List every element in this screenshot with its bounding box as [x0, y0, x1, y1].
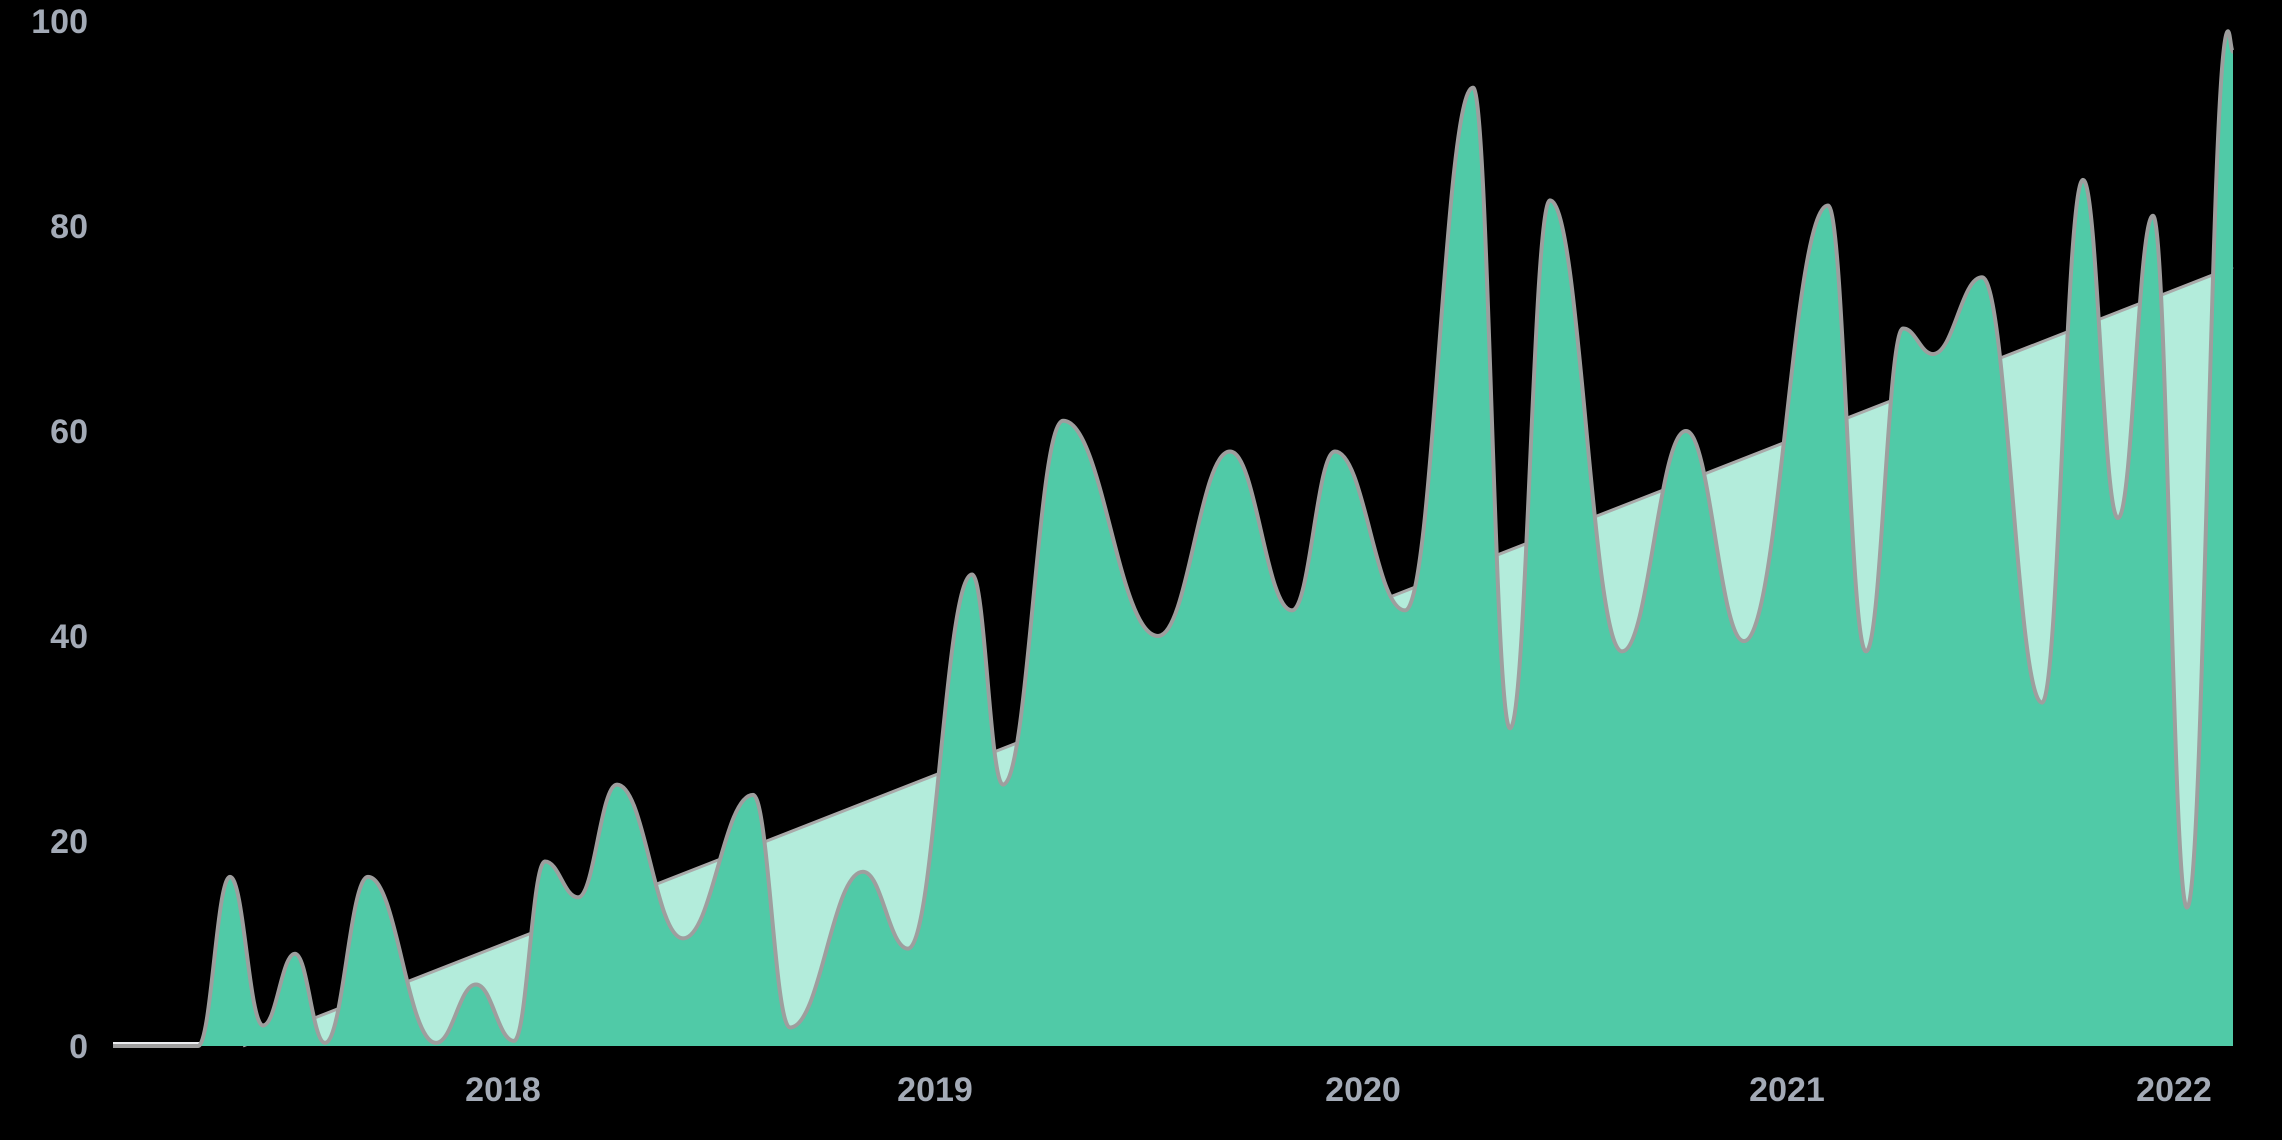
activity-area-edge — [112, 29, 2235, 1049]
activity-area-fill — [113, 31, 2233, 1047]
y-axis-tick-label: 100 — [31, 3, 88, 41]
y-axis-tick-label: 40 — [50, 618, 88, 656]
y-axis-tick-label: 0 — [69, 1028, 88, 1066]
x-axis-tick-label: 2018 — [465, 1071, 541, 1109]
x-axis-tick-label: 2021 — [1749, 1071, 1825, 1109]
y-axis-tick-label: 20 — [50, 823, 88, 861]
y-axis-tick-label: 80 — [50, 208, 88, 246]
x-axis-tick-label: 2022 — [2136, 1071, 2212, 1109]
x-axis-tick-label: 2020 — [1325, 1071, 1401, 1109]
x-axis-labels: 2018 2019 2020 2021 2022 — [465, 1071, 2212, 1109]
x-axis-tick-label: 2019 — [897, 1071, 973, 1109]
y-axis-tick-label: 60 — [50, 413, 88, 451]
activity-area-series — [112, 29, 2235, 1049]
y-axis-labels: 0 20 40 60 80 100 — [31, 3, 88, 1066]
